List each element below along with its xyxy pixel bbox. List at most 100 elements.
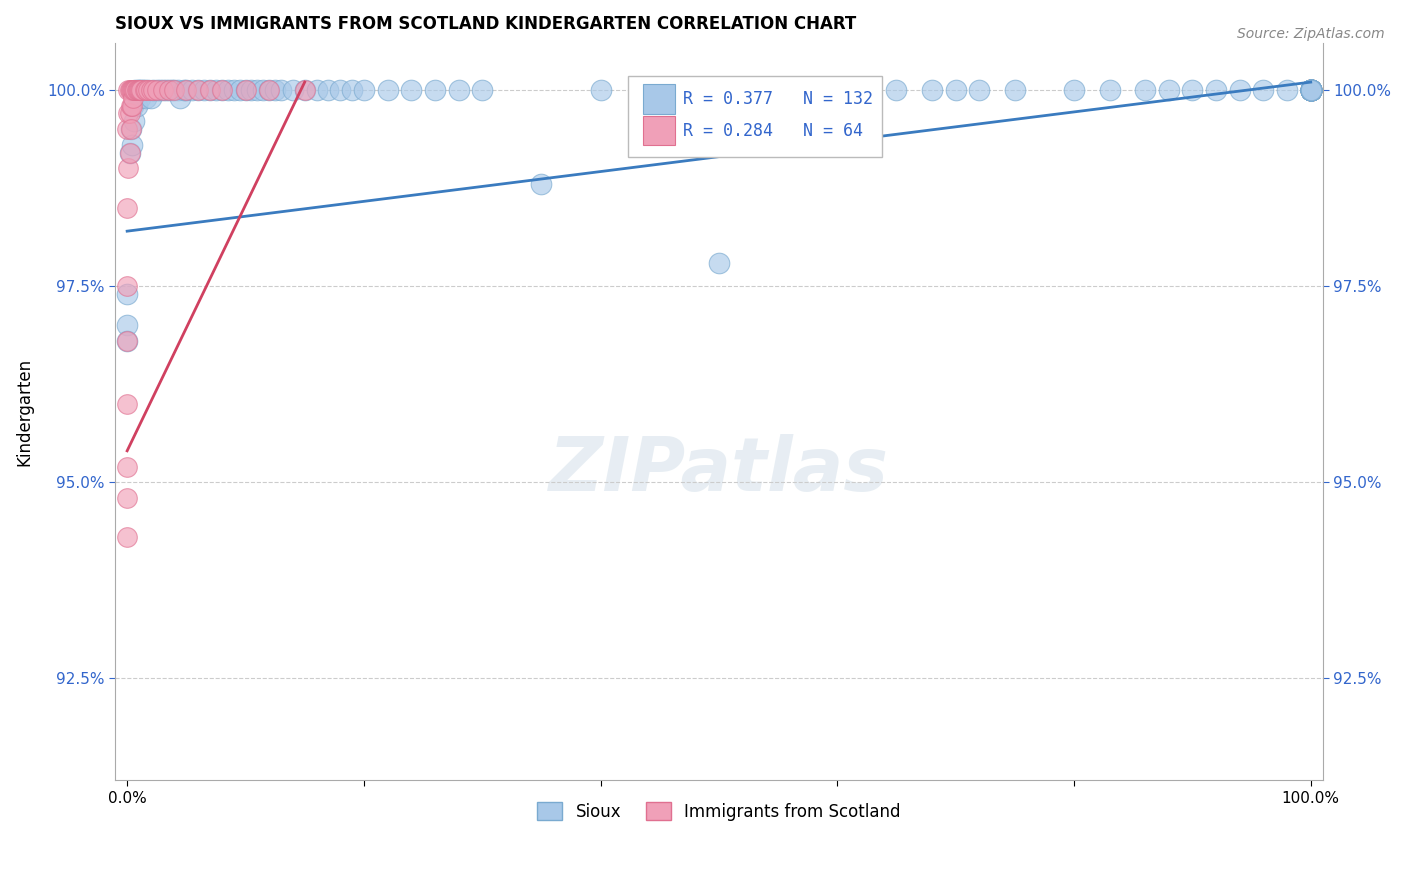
Point xyxy=(1133,83,1156,97)
Text: R = 0.284   N = 64: R = 0.284 N = 64 xyxy=(683,121,863,140)
Point xyxy=(257,83,280,97)
Point xyxy=(163,83,186,97)
Point xyxy=(142,83,165,97)
Point xyxy=(1299,83,1322,97)
Point xyxy=(155,83,177,97)
Point xyxy=(1299,83,1322,97)
FancyBboxPatch shape xyxy=(643,116,675,145)
Point xyxy=(115,279,138,293)
Point xyxy=(122,91,145,105)
Point xyxy=(246,83,269,97)
Point xyxy=(120,122,142,136)
Point xyxy=(169,91,191,105)
Point xyxy=(707,255,730,269)
Point xyxy=(142,83,165,97)
Text: ZIPatlas: ZIPatlas xyxy=(548,434,889,507)
Point xyxy=(145,83,167,97)
Point xyxy=(205,83,228,97)
Point xyxy=(1299,83,1322,97)
Point xyxy=(1299,83,1322,97)
Point xyxy=(198,83,221,97)
Point xyxy=(1299,83,1322,97)
Point xyxy=(120,98,142,112)
Point xyxy=(115,530,138,544)
Point xyxy=(127,83,149,97)
Point xyxy=(187,83,209,97)
Point xyxy=(1299,83,1322,97)
Point xyxy=(1299,83,1322,97)
Point xyxy=(1299,83,1322,97)
Point xyxy=(117,106,139,120)
Point xyxy=(305,83,328,97)
Point xyxy=(1299,83,1322,97)
Point xyxy=(193,83,215,97)
Point xyxy=(1299,83,1322,97)
FancyBboxPatch shape xyxy=(628,76,882,157)
Point xyxy=(115,491,138,505)
Point xyxy=(235,83,257,97)
Point xyxy=(1299,83,1322,97)
Point xyxy=(122,98,145,112)
Point xyxy=(152,83,174,97)
Point xyxy=(1299,83,1322,97)
Point xyxy=(329,83,352,97)
Point xyxy=(128,83,150,97)
Point xyxy=(447,83,470,97)
Point xyxy=(294,83,316,97)
Point xyxy=(318,83,340,97)
Point xyxy=(1299,83,1322,97)
Point xyxy=(120,122,142,136)
Point xyxy=(115,459,138,474)
Point xyxy=(198,83,221,97)
Point xyxy=(921,83,943,97)
FancyBboxPatch shape xyxy=(643,84,675,113)
Point xyxy=(173,83,195,97)
Point xyxy=(731,83,754,97)
Point xyxy=(228,83,250,97)
Point xyxy=(167,83,190,97)
Point xyxy=(1299,83,1322,97)
Point xyxy=(117,83,139,97)
Point xyxy=(138,83,160,97)
Point xyxy=(1299,83,1322,97)
Point xyxy=(115,318,138,333)
Point xyxy=(176,83,198,97)
Point xyxy=(1299,83,1322,97)
Point xyxy=(235,83,257,97)
Point xyxy=(1299,83,1322,97)
Point xyxy=(1229,83,1251,97)
Point xyxy=(157,83,180,97)
Point xyxy=(1299,83,1322,97)
Point xyxy=(1275,83,1298,97)
Point xyxy=(1299,83,1322,97)
Point xyxy=(135,91,157,105)
Point xyxy=(125,98,148,112)
Point xyxy=(827,83,849,97)
Point xyxy=(135,83,157,97)
Point xyxy=(1299,83,1322,97)
Point xyxy=(1299,83,1322,97)
Point xyxy=(1299,83,1322,97)
Point xyxy=(1299,83,1322,97)
Point xyxy=(134,83,156,97)
Point xyxy=(1157,83,1180,97)
Point xyxy=(1299,83,1322,97)
Point xyxy=(115,287,138,301)
Point xyxy=(131,83,153,97)
Point xyxy=(257,83,280,97)
Point xyxy=(160,83,183,97)
Point xyxy=(849,83,872,97)
Y-axis label: Kindergarten: Kindergarten xyxy=(15,358,32,466)
Point xyxy=(1299,83,1322,97)
Point xyxy=(129,91,152,105)
Point xyxy=(128,83,150,97)
Point xyxy=(131,83,153,97)
Point xyxy=(122,83,145,97)
Point xyxy=(139,83,162,97)
Point xyxy=(181,83,204,97)
Point xyxy=(1299,83,1322,97)
Point xyxy=(157,83,180,97)
Point xyxy=(1299,83,1322,97)
Point xyxy=(1205,83,1227,97)
Point xyxy=(176,83,198,97)
